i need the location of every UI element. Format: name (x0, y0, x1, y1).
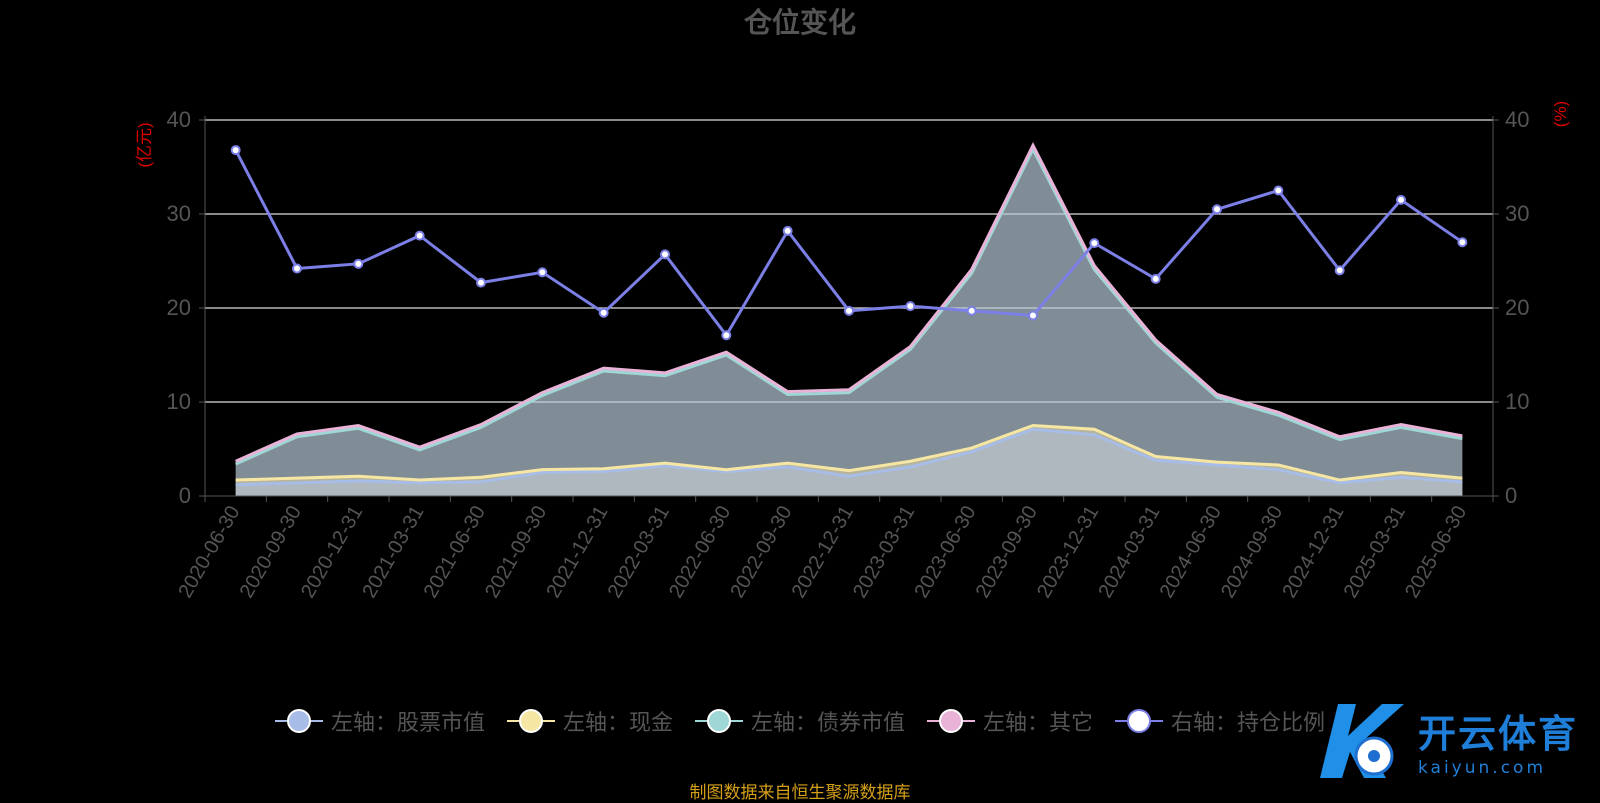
chart-title: 仓位变化 (744, 6, 856, 38)
x-tick-label: 2020-12-31 (297, 502, 367, 602)
left-tick-label: 30 (167, 201, 191, 226)
x-tick-label: 2024-09-30 (1217, 502, 1287, 602)
legend-item-other[interactable]: 左轴：其它 (927, 705, 1093, 737)
ratio-point (1150, 273, 1161, 284)
area-左轴：股票市值 (235, 429, 1463, 496)
legend-label: 左轴：股票市值 (330, 711, 485, 736)
x-tick-label: 2023-12-31 (1033, 502, 1103, 602)
legend-label: 左轴：现金 (562, 711, 673, 736)
legend-marker-icon (694, 709, 743, 733)
ratio-point (476, 277, 486, 288)
ratio-point (782, 225, 793, 236)
ratio-point (1028, 310, 1038, 321)
ratio-point (1212, 204, 1222, 215)
x-tick-label: 2024-12-31 (1278, 502, 1348, 602)
ratio-point (1089, 238, 1100, 249)
ratio-point (1457, 237, 1468, 248)
x-tick-label: 2022-03-31 (604, 502, 674, 602)
left-tick-label: 0 (179, 483, 191, 508)
grid (205, 119, 1493, 403)
series-line-左轴：债券市值 (235, 145, 1463, 466)
legend-item-bond[interactable]: 左轴：债券市值 (694, 705, 905, 737)
legend-marker-icon (274, 709, 323, 733)
legend-marker-icon (1115, 709, 1164, 733)
left-tick-label: 20 (167, 295, 191, 320)
right-tick-label: 10 (1505, 389, 1529, 414)
right-tick-label: 0 (1505, 483, 1517, 508)
x-tick-label: 2020-09-30 (236, 502, 306, 602)
watermark-en: kaiyun.com (1418, 757, 1547, 778)
area-左轴：其它 (235, 145, 1463, 496)
series-lines (230, 142, 1468, 487)
series-line-左轴：其它 (235, 142, 1463, 463)
ratio-point (905, 301, 916, 312)
position-change-chart: 仓位变化 (亿元) (%) 0 10 20 30 40 0 10 20 30 40 2020-06-… (135, 6, 1570, 602)
x-tick-label: 2024-06-30 (1156, 502, 1226, 602)
left-tick-label: 10 (167, 389, 191, 414)
x-tick-label: 2022-12-31 (788, 502, 858, 602)
ratio-point (1396, 194, 1406, 205)
x-tick-label: 2021-06-30 (420, 502, 490, 602)
legend-item-ratio[interactable]: 右轴：持仓比例 (1115, 705, 1325, 737)
ratio-point (1334, 265, 1345, 276)
x-tick-label: 2020-06-30 (174, 502, 244, 602)
ratio-point (537, 267, 548, 278)
ratio-point (353, 258, 364, 269)
area-左轴：债券市值 (235, 149, 1463, 496)
ratio-point (660, 249, 670, 260)
right-tick-label: 40 (1505, 107, 1529, 132)
x-tick-label: 2022-09-30 (726, 502, 796, 602)
legend-marker-icon (927, 709, 975, 733)
x-tick-label: 2025-03-31 (1340, 502, 1410, 602)
legend-item-cash[interactable]: 左轴：现金 (506, 705, 673, 737)
legend-label: 左轴：债券市值 (750, 711, 905, 736)
ratio-point (230, 145, 241, 156)
right-tick-label: 30 (1505, 201, 1529, 226)
x-tick-label: 2021-12-31 (542, 502, 612, 602)
ratio-point (292, 263, 302, 274)
stacked-areas (235, 145, 1463, 496)
left-tick-label: 40 (167, 107, 191, 132)
ratio-point (598, 307, 609, 318)
legend-label: 右轴：持仓比例 (1171, 711, 1326, 736)
series-line-左轴：股票市值 (235, 427, 1463, 487)
axes: 0102030400102030402020-06-302020-09-3020… (167, 107, 1530, 602)
legend-label: 左轴：其它 (983, 711, 1094, 736)
watermark-logo: 开云体育 kaiyun.com (1312, 698, 1578, 782)
legend-item-stock[interactable]: 左轴：股票市值 (274, 705, 485, 737)
ratio-point (721, 330, 732, 341)
series-line-左轴：现金 (235, 423, 1463, 482)
legend: 左轴：股票市值 左轴：现金 左轴：债券市值 左轴：其它 右轴：持仓比例 (0, 705, 1600, 737)
ratio-point (966, 305, 977, 316)
watermark-cn: 开云体育 (1418, 711, 1579, 756)
right-tick-label: 20 (1505, 295, 1529, 320)
x-tick-label: 2024-03-31 (1094, 502, 1164, 602)
x-tick-label: 2022-06-30 (665, 502, 735, 602)
data-source-note: 制图数据来自恒生聚源数据库 (689, 783, 911, 803)
legend-marker-icon (506, 709, 555, 733)
right-axis-unit: (%) (1551, 101, 1570, 127)
kaiyun-logo-icon (1320, 704, 1404, 778)
area-左轴：现金 (235, 425, 1463, 496)
ratio-point (414, 230, 425, 241)
x-tick-label: 2023-06-30 (910, 502, 980, 602)
x-tick-label: 2023-03-31 (849, 502, 919, 602)
ratio-point (844, 305, 854, 316)
x-tick-label: 2021-03-31 (358, 502, 428, 602)
x-tick-label: 2025-06-30 (1401, 502, 1471, 602)
ratio-point (1273, 185, 1284, 196)
x-tick-label: 2023-09-30 (972, 502, 1042, 602)
left-axis-unit: (亿元) (135, 122, 154, 167)
x-tick-label: 2021-09-30 (481, 502, 551, 602)
